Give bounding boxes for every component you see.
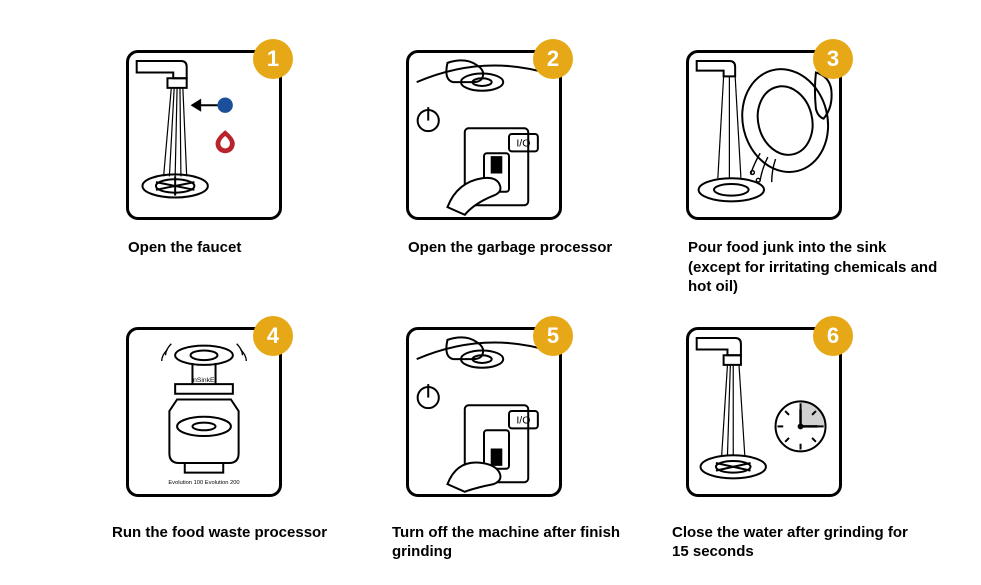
step-3: 3: [680, 50, 940, 297]
disposer-unit-icon: InSinkEr Evolution 100 Evolution 200: [129, 330, 279, 494]
step-5-badge: 5: [533, 316, 573, 356]
model-label-top: InSinkEr: [191, 377, 217, 384]
step-3-caption: Pour food junk into the sink (except for…: [688, 238, 938, 297]
step-4: 4: [120, 327, 380, 543]
faucet-cold-hot-icon: [129, 53, 279, 217]
step-6: 6: [680, 327, 940, 562]
io-label: I/O: [516, 414, 530, 426]
step-4-caption: Run the food waste processor: [112, 523, 327, 543]
step-5-panel: 5 I/O: [406, 327, 562, 497]
model-label-bottom: Evolution 100 Evolution 200: [168, 480, 239, 486]
steps-grid: 1: [0, 0, 981, 582]
step-4-badge: 4: [253, 316, 293, 356]
step-4-panel: 4: [126, 327, 282, 497]
step-6-panel: 6: [686, 327, 842, 497]
step-2: 2: [400, 50, 660, 258]
step-1-panel: 1: [126, 50, 282, 220]
step-6-caption: Close the water after grinding for 15 se…: [672, 523, 922, 562]
step-2-caption: Open the garbage processor: [408, 238, 612, 258]
step-3-panel: 3: [686, 50, 842, 220]
step-2-badge: 2: [533, 39, 573, 79]
switch-off-icon: I/O: [409, 330, 559, 494]
step-1: 1: [120, 50, 380, 258]
io-label: I/O: [516, 138, 530, 150]
scrape-plate-icon: [689, 53, 839, 217]
step-3-badge: 3: [813, 39, 853, 79]
switch-on-icon: I/O: [409, 53, 559, 217]
step-5-caption: Turn off the machine after finish grindi…: [392, 523, 642, 562]
step-5: 5 I/O: [400, 327, 660, 562]
step-1-caption: Open the faucet: [128, 238, 241, 258]
faucet-clock-icon: [689, 330, 839, 494]
step-6-badge: 6: [813, 316, 853, 356]
step-2-panel: 2: [406, 50, 562, 220]
step-1-badge: 1: [253, 39, 293, 79]
